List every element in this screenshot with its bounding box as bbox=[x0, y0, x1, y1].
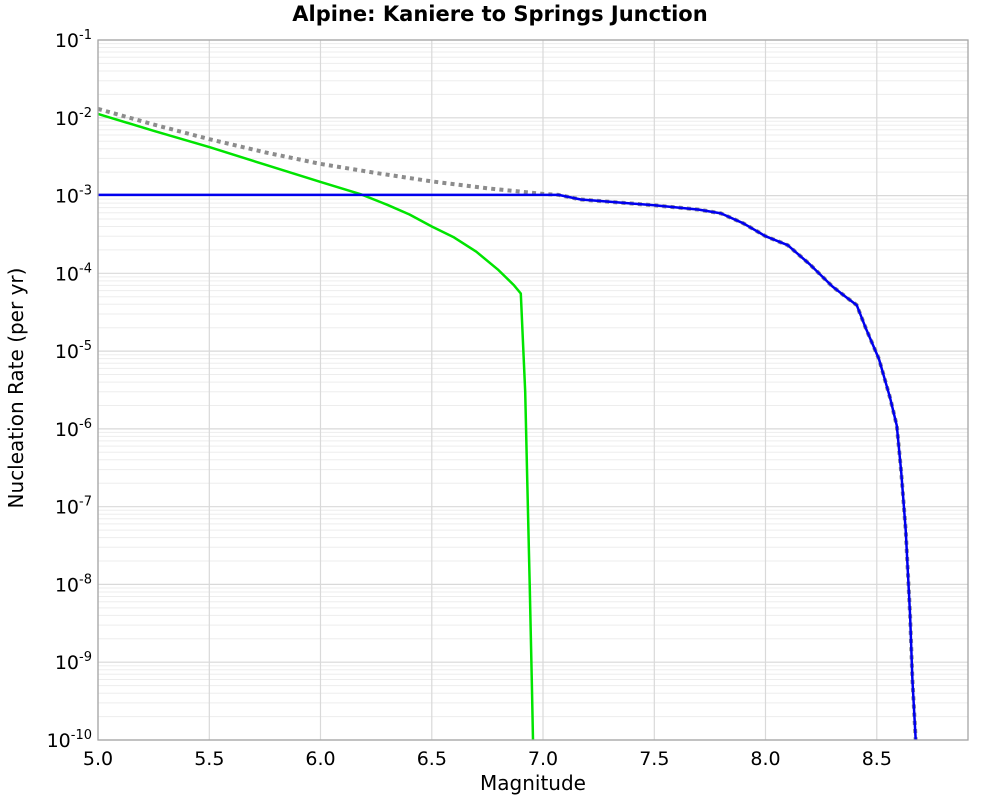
y-tick-label: 10-7 bbox=[55, 495, 92, 519]
x-tick-label: 8.0 bbox=[750, 748, 780, 770]
y-tick-label: 10-6 bbox=[55, 417, 92, 441]
y-tick-label: 10-1 bbox=[55, 28, 92, 52]
plot-border bbox=[97, 39, 969, 741]
y-tick-label: 10-9 bbox=[55, 650, 92, 674]
y-axis-label: Nucleation Rate (per yr) bbox=[4, 267, 28, 509]
x-tick-label: 6.0 bbox=[305, 748, 335, 770]
x-tick-label: 5.0 bbox=[83, 748, 113, 770]
series-green-solid-line bbox=[98, 112, 535, 740]
x-tick-label: 8.5 bbox=[862, 748, 892, 770]
x-tick-label: 7.5 bbox=[639, 748, 669, 770]
x-tick-label: 5.5 bbox=[194, 748, 224, 770]
y-tick-label: 10-3 bbox=[55, 184, 92, 208]
series-blue-solid-line bbox=[98, 193, 917, 740]
y-tick-label: 10-10 bbox=[47, 728, 92, 752]
y-tick-label: 10-2 bbox=[55, 106, 92, 130]
y-tick-label: 10-8 bbox=[55, 572, 92, 596]
x-tick-label: 6.5 bbox=[417, 748, 447, 770]
x-tick-label: 7.0 bbox=[528, 748, 558, 770]
x-axis-label: Magnitude bbox=[480, 771, 586, 795]
chart-title: Alpine: Kaniere to Springs Junction bbox=[292, 2, 708, 26]
y-tick-label: 10-5 bbox=[55, 339, 92, 363]
y-tick-label: 10-4 bbox=[55, 261, 92, 285]
